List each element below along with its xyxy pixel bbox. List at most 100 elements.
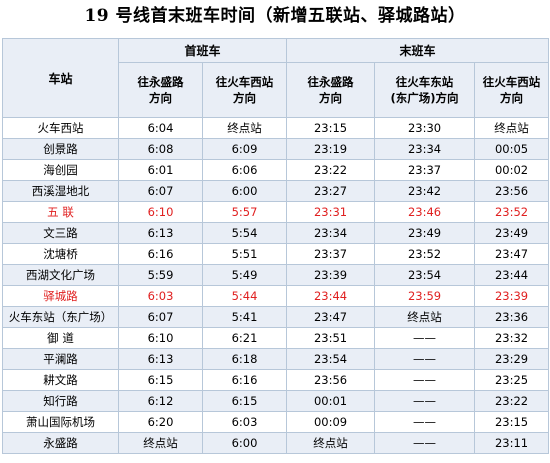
last-huochedongzhan-cell: 23:42 — [374, 180, 476, 202]
table-row: 驿城路 6:03 5:44 23:44 23:59 23:39 — [2, 285, 550, 307]
first-dir-yongshenglu: 往永盛路 方向 — [118, 62, 203, 118]
table-row: 文三路 6:13 5:54 23:34 23:49 23:49 — [2, 222, 550, 244]
last-huochexizhan-cell: 23:25 — [474, 369, 550, 391]
table-row: 西溪湿地北 6:07 6:00 23:27 23:42 23:56 — [2, 180, 550, 202]
last-yongshenglu-cell: 23:56 — [286, 369, 376, 391]
last-yongshenglu-cell: 终点站 — [286, 432, 376, 454]
last-yongshenglu-cell: 23:39 — [286, 264, 376, 286]
first-yongshenglu-cell: 6:13 — [118, 222, 203, 244]
last-dir-huochexizhan: 往火车西站 方向 — [474, 62, 550, 118]
table-row: 平澜路 6:13 6:18 23:54 —— 23:29 — [2, 348, 550, 370]
first-yongshenglu-cell: 6:08 — [118, 138, 203, 160]
table-row: 沈塘桥 6:16 5:51 23:37 23:52 23:47 — [2, 243, 550, 265]
first-yongshenglu-cell: 6:10 — [118, 201, 203, 223]
last-huochexizhan-cell: 23:32 — [474, 327, 550, 349]
last-yongshenglu-cell: 23:15 — [286, 117, 376, 139]
first-yongshenglu-cell: 6:07 — [118, 306, 203, 328]
last-yongshenglu-cell: 00:09 — [286, 411, 376, 433]
first-yongshenglu-cell: 6:12 — [118, 390, 203, 412]
last-dir-yongshenglu: 往永盛路 方向 — [286, 62, 376, 118]
last-yongshenglu-cell: 23:54 — [286, 348, 376, 370]
last-huochexizhan-cell: 00:02 — [474, 159, 550, 181]
last-yongshenglu-cell: 23:31 — [286, 201, 376, 223]
last-huochexizhan-cell: 23:11 — [474, 432, 550, 454]
table-row: 知行路 6:12 6:15 00:01 —— 23:22 — [2, 390, 550, 412]
first-huochexizhan-cell: 5:54 — [201, 222, 288, 244]
last-yongshenglu-cell: 23:34 — [286, 222, 376, 244]
station-cell: 御 道 — [2, 327, 119, 349]
last-huochedongzhan-cell: —— — [374, 327, 476, 349]
station-cell: 文三路 — [2, 222, 119, 244]
last-huochedongzhan-cell: 终点站 — [374, 306, 476, 328]
table-row: 萧山国际机场 6:20 6:03 00:09 —— 23:15 — [2, 411, 550, 433]
timetable: 车站 首班车 末班车 往永盛路 方向 往火车西站 方向 往永盛路 方向 往火车东站 (东… — [2, 37, 550, 454]
last-huochedongzhan-cell: 23:30 — [374, 117, 476, 139]
last-yongshenglu-cell: 23:37 — [286, 243, 376, 265]
first-huochexizhan-cell: 6:00 — [201, 432, 288, 454]
first-huochexizhan-cell: 6:21 — [201, 327, 288, 349]
table-row: 创景路 6:08 6:09 23:19 23:34 00:05 — [2, 138, 550, 160]
station-column-header: 车站 — [2, 38, 119, 118]
last-huochexizhan-cell: 23:15 — [474, 411, 550, 433]
first-huochexizhan-cell: 6:15 — [201, 390, 288, 412]
station-cell: 平澜路 — [2, 348, 119, 370]
last-huochexizhan-cell: 23:44 — [474, 264, 550, 286]
last-huochexizhan-cell: 23:56 — [474, 180, 550, 202]
table-row: 五 联 6:10 5:57 23:31 23:46 23:52 — [2, 201, 550, 223]
last-huochexizhan-cell: 23:22 — [474, 390, 550, 412]
last-huochexizhan-cell: 终点站 — [474, 117, 550, 139]
last-huochexizhan-cell: 23:49 — [474, 222, 550, 244]
last-huochexizhan-cell: 23:36 — [474, 306, 550, 328]
station-cell: 萧山国际机场 — [2, 411, 119, 433]
table-row: 耕文路 6:15 6:16 23:56 —— 23:25 — [2, 369, 550, 391]
last-yongshenglu-cell: 23:27 — [286, 180, 376, 202]
last-huochedongzhan-cell: 23:54 — [374, 264, 476, 286]
table-row: 西湖文化广场 5:59 5:49 23:39 23:54 23:44 — [2, 264, 550, 286]
last-yongshenglu-cell: 23:47 — [286, 306, 376, 328]
station-cell: 永盛路 — [2, 432, 119, 454]
first-huochexizhan-cell: 5:44 — [201, 285, 288, 307]
first-yongshenglu-cell: 6:20 — [118, 411, 203, 433]
first-dir-huochexizhan: 往火车西站 方向 — [201, 62, 288, 118]
first-huochexizhan-cell: 6:00 — [201, 180, 288, 202]
first-huochexizhan-cell: 5:49 — [201, 264, 288, 286]
last-huochexizhan-cell: 23:47 — [474, 243, 550, 265]
first-yongshenglu-cell: 5:59 — [118, 264, 203, 286]
first-huochexizhan-cell: 6:09 — [201, 138, 288, 160]
station-cell: 西溪湿地北 — [2, 180, 119, 202]
last-yongshenglu-cell: 23:51 — [286, 327, 376, 349]
last-huochexizhan-cell: 23:52 — [474, 201, 550, 223]
last-huochexizhan-cell: 00:05 — [474, 138, 550, 160]
first-yongshenglu-cell: 终点站 — [118, 432, 203, 454]
last-huochedongzhan-cell: 23:49 — [374, 222, 476, 244]
station-cell: 耕文路 — [2, 369, 119, 391]
last-huochexizhan-cell: 23:29 — [474, 348, 550, 370]
last-dir-huochedongzhan: 往火车东站 (东广场)方向 — [374, 62, 476, 118]
last-huochedongzhan-cell: —— — [374, 411, 476, 433]
first-yongshenglu-cell: 6:13 — [118, 348, 203, 370]
station-cell: 驿城路 — [2, 285, 119, 307]
first-yongshenglu-cell: 6:07 — [118, 180, 203, 202]
first-huochexizhan-cell: 6:18 — [201, 348, 288, 370]
station-cell: 火车东站（东广场） — [2, 306, 119, 328]
last-huochedongzhan-cell: —— — [374, 369, 476, 391]
table-row: 火车东站（东广场） 6:07 5:41 23:47 终点站 23:36 — [2, 306, 550, 328]
first-huochexizhan-cell: 终点站 — [201, 117, 288, 139]
last-huochedongzhan-cell: 23:46 — [374, 201, 476, 223]
station-cell: 知行路 — [2, 390, 119, 412]
last-train-header: 末班车 — [286, 37, 550, 64]
station-cell: 火车西站 — [2, 117, 119, 139]
first-huochexizhan-cell: 6:06 — [201, 159, 288, 181]
table-row: 火车西站 6:04 终点站 23:15 23:30 终点站 — [2, 117, 550, 139]
first-huochexizhan-cell: 5:41 — [201, 306, 288, 328]
first-yongshenglu-cell: 6:04 — [118, 117, 203, 139]
first-train-header: 首班车 — [117, 37, 288, 64]
first-yongshenglu-cell: 6:15 — [118, 369, 203, 391]
last-yongshenglu-cell: 23:19 — [286, 138, 376, 160]
last-huochedongzhan-cell: —— — [374, 390, 476, 412]
first-yongshenglu-cell: 6:16 — [118, 243, 203, 265]
last-yongshenglu-cell: 00:01 — [286, 390, 376, 412]
first-huochexizhan-cell: 5:57 — [201, 201, 288, 223]
last-yongshenglu-cell: 23:22 — [286, 159, 376, 181]
last-huochedongzhan-cell: —— — [374, 348, 476, 370]
